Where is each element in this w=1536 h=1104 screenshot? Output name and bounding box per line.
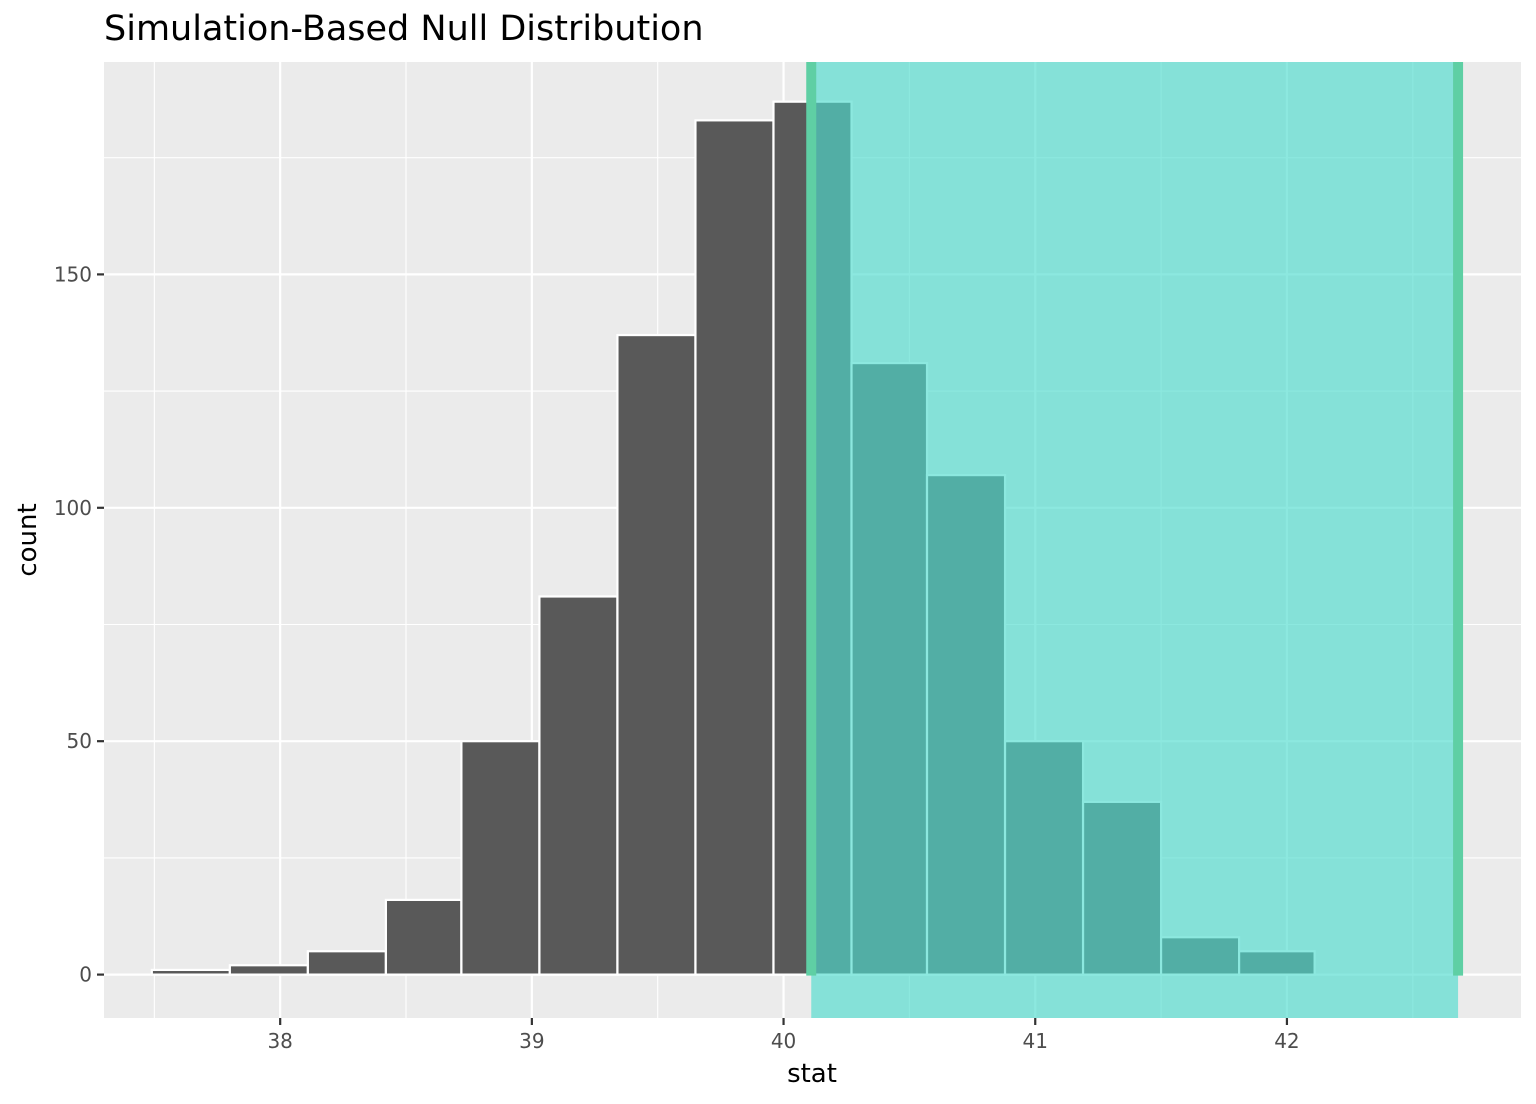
y-axis-title: count [13,503,43,576]
chart-title: Simulation-Based Null Distribution [104,9,704,49]
y-tick-label: 100 [54,496,92,520]
x-axis-title: stat [787,1059,837,1089]
histogram-bar [538,595,619,976]
x-axis: 38 39 40 41 42 [267,1018,1300,1053]
histogram-bar [384,898,463,976]
x-tick-label: 39 [519,1029,544,1053]
histogram-bar [228,964,309,976]
y-tick-label: 0 [79,963,92,987]
y-tick-label: 150 [54,262,92,286]
x-tick-label: 41 [1023,1029,1048,1053]
shaded-region-fill [811,62,1459,1018]
histogram-bar [694,119,775,976]
x-tick-label: 38 [267,1029,292,1053]
y-axis: 0 50 100 150 [54,262,104,987]
shaded-region [806,62,1464,1018]
histogram-bar [306,950,387,976]
x-tick-label: 40 [771,1029,796,1053]
histogram-bar [460,740,541,976]
x-tick-label: 42 [1274,1029,1299,1053]
y-tick-label: 50 [67,729,92,753]
histogram-bar [150,968,231,976]
histogram-bar [616,333,697,976]
